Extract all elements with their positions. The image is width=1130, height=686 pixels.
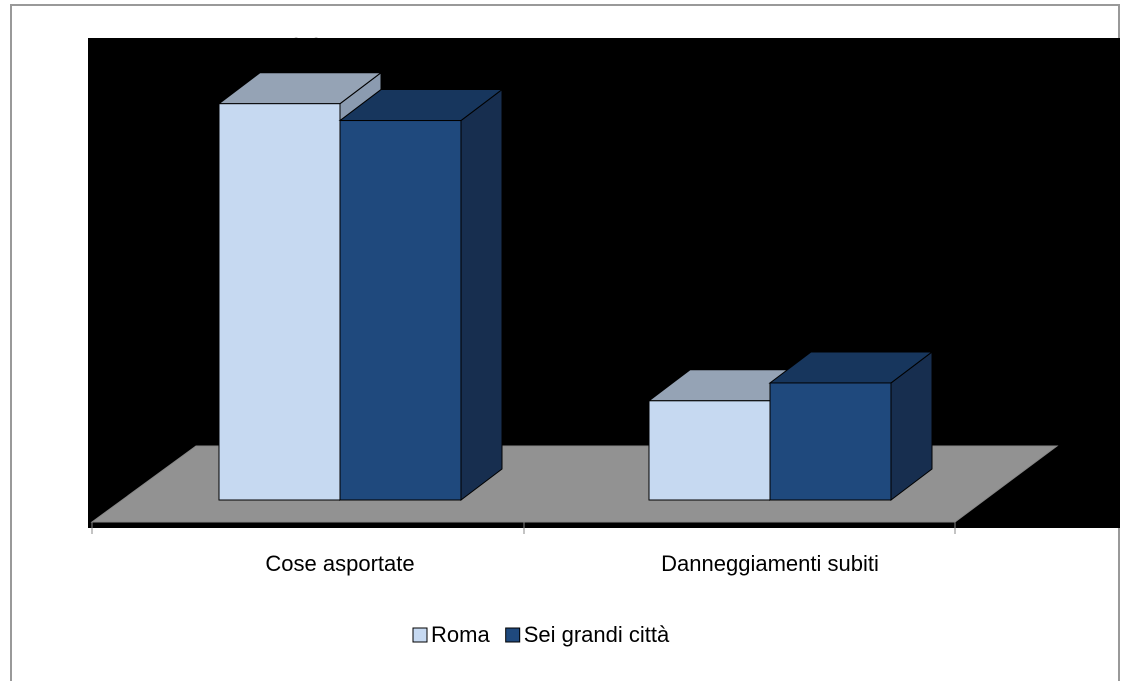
bar-front — [218, 103, 341, 501]
legend-swatch — [505, 627, 521, 643]
bar-front — [648, 400, 771, 501]
bar — [768, 350, 934, 502]
bar-front — [339, 120, 462, 501]
legend-swatch — [412, 627, 428, 643]
legend-label: Sei grandi città — [524, 622, 670, 647]
x-tick-label: Cose asportate — [265, 551, 414, 576]
x-tick-label: Danneggiamenti subiti — [661, 551, 879, 576]
legend-label: Roma — [431, 622, 490, 647]
bar-side — [460, 88, 503, 502]
bar — [338, 88, 504, 502]
bar-front — [769, 382, 892, 501]
